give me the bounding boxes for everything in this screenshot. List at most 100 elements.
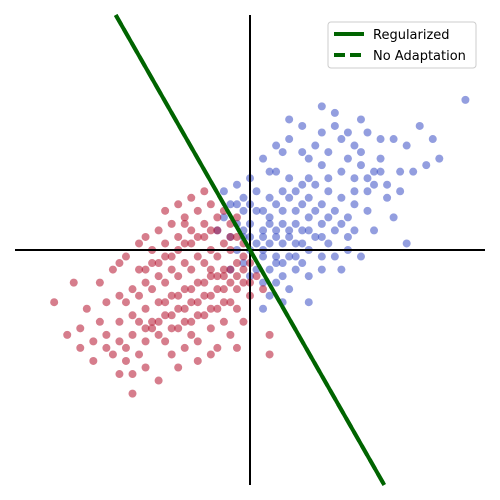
scatter-point-series-1-148 <box>232 213 241 222</box>
scatter-point-series-0-120 <box>317 232 326 241</box>
scatter-point-series-0-63 <box>252 239 261 248</box>
scatter-point-series-1-59 <box>187 239 196 248</box>
scatter-point-series-0-110 <box>298 200 307 209</box>
scatter-point-series-1-44 <box>232 232 241 241</box>
scatter-point-series-1-147 <box>121 343 130 352</box>
scatter-point-series-1-31 <box>141 304 150 313</box>
scatter-point-series-0-108 <box>324 213 333 222</box>
scatter-point-series-1-2 <box>95 317 104 326</box>
scatter-point-series-0-7 <box>337 135 346 144</box>
scatter-point-series-1-61 <box>213 226 222 235</box>
scatter-point-series-0-78 <box>278 272 287 281</box>
scatter-point-series-1-33 <box>115 317 124 326</box>
scatter-point-series-0-29 <box>363 206 372 215</box>
scatter-point-series-1-29 <box>167 291 176 300</box>
scatter-point-series-1-80 <box>232 304 241 313</box>
scatter-point-series-1-130 <box>239 252 248 261</box>
scatter-point-series-1-89 <box>89 337 98 346</box>
scatter-point-series-1-4 <box>115 337 124 346</box>
scatter-point-series-1-104 <box>213 343 222 352</box>
scatter-point-series-0-31 <box>330 206 339 215</box>
scatter-point-series-1-117 <box>200 311 209 320</box>
scatter-point-series-1-92 <box>108 265 117 274</box>
scatter-point-series-1-90 <box>82 304 91 313</box>
scatter-point-series-1-150 <box>206 265 215 274</box>
scatter-point-series-0-117 <box>278 219 287 228</box>
scatter-point-series-0-53 <box>298 226 307 235</box>
scatter-point-series-0-5 <box>376 135 385 144</box>
scatter-point-series-0-34 <box>291 187 300 196</box>
scatter-point-series-1-5 <box>121 356 130 365</box>
scatter-point-series-0-69 <box>298 259 307 268</box>
scatter-point-series-0-82 <box>272 278 281 287</box>
scatter-point-series-1-45 <box>219 239 228 248</box>
scatter-point-series-1-64 <box>200 219 209 228</box>
scatter-point-series-0-55 <box>272 226 281 235</box>
scatter-point-series-1-87 <box>128 370 137 379</box>
scatter-point-series-1-17 <box>200 291 209 300</box>
scatter-point-series-1-67 <box>161 239 170 248</box>
scatter-point-series-0-42 <box>239 206 248 215</box>
decision-lines-layer <box>113 14 387 486</box>
scatter-point-series-0-140 <box>376 167 385 176</box>
scatter-point-series-1-125 <box>226 265 235 274</box>
scatter-point-series-0-56 <box>259 226 268 235</box>
scatter-point-series-1-91 <box>95 278 104 287</box>
scatter-point-series-1-81 <box>219 317 228 326</box>
scatter-point-series-1-35 <box>135 291 144 300</box>
scatter-point-series-1-52 <box>128 285 137 294</box>
scatter-point-series-1-129 <box>252 272 261 281</box>
scatter-point-series-0-37 <box>252 187 261 196</box>
scatter-point-series-0-75 <box>239 259 248 268</box>
scatter-point-series-1-0 <box>50 298 59 307</box>
scatter-point-series-1-123 <box>200 278 209 287</box>
scatter-point-series-0-30 <box>343 213 352 222</box>
scatter-point-series-0-81 <box>285 285 294 294</box>
scatter-point-series-0-100 <box>272 141 281 150</box>
scatter-point-series-0-92 <box>422 161 431 170</box>
scatter-point-series-0-27 <box>337 193 346 202</box>
scatter-point-series-0-9 <box>343 154 352 163</box>
scatter-point-series-0-105 <box>383 193 392 202</box>
scatter-point-series-1-93 <box>121 252 130 261</box>
scatter-point-series-1-113 <box>148 324 157 333</box>
scatter-point-series-0-98 <box>265 167 274 176</box>
scatter-point-series-1-114 <box>135 317 144 326</box>
scatter-point-series-1-6 <box>128 330 137 339</box>
scatter-point-series-1-19 <box>213 285 222 294</box>
scatter-point-series-1-136 <box>154 259 163 268</box>
scatter-point-series-0-59 <box>219 213 228 222</box>
scatter-point-series-0-26 <box>324 187 333 196</box>
scatter-point-series-0-45 <box>278 206 287 215</box>
scatter-point-series-1-47 <box>193 252 202 261</box>
scatter-point-series-1-49 <box>167 265 176 274</box>
scatter-point-series-1-126 <box>239 278 248 287</box>
scatter-point-series-1-115 <box>226 298 235 307</box>
scatter-point-series-0-104 <box>363 187 372 196</box>
scatter-point-series-1-50 <box>154 272 163 281</box>
scatter-point-series-0-137 <box>317 265 326 274</box>
scatter-point-series-1-72 <box>180 213 189 222</box>
scatter-point-series-0-8 <box>324 148 333 157</box>
scatter-point-series-1-146 <box>76 343 85 352</box>
scatter-point-series-0-127 <box>278 259 287 268</box>
scatter-point-series-0-149 <box>356 115 365 124</box>
scatter-point-series-1-106 <box>239 317 248 326</box>
scatter-point-series-1-152 <box>232 272 241 281</box>
scatter-point-series-1-41 <box>213 252 222 261</box>
scatter-point-series-1-26 <box>206 272 215 281</box>
scatter-point-series-0-11 <box>376 154 385 163</box>
scatter-point-series-0-145 <box>298 121 307 130</box>
scatter-point-series-0-115 <box>232 200 241 209</box>
scatter-point-series-0-1 <box>415 121 424 130</box>
scatter-point-series-1-21 <box>226 278 235 287</box>
scatter-point-series-0-107 <box>337 219 346 228</box>
scatter-point-series-1-103 <box>193 356 202 365</box>
scatter-point-series-1-122 <box>187 285 196 294</box>
scatter-point-series-1-55 <box>135 265 144 274</box>
scatter-point-series-1-9 <box>148 317 157 326</box>
scatter-point-series-0-80 <box>304 272 313 281</box>
scatter-point-series-0-6 <box>363 128 372 137</box>
scatter-point-series-0-91 <box>428 135 437 144</box>
